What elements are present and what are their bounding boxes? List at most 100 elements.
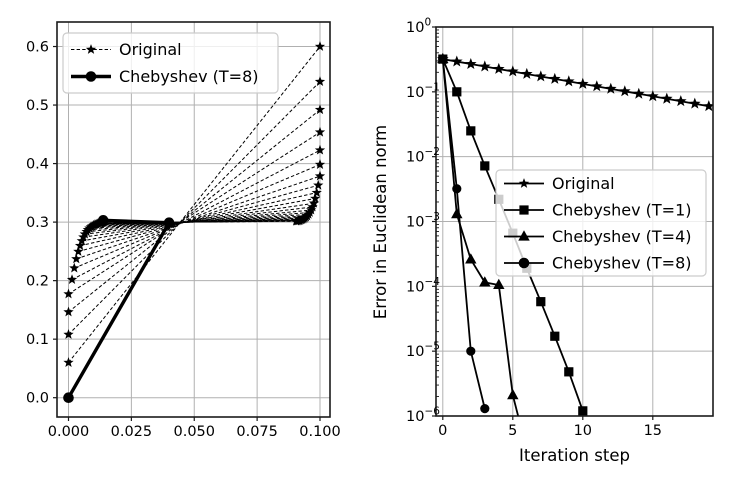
fan-segment xyxy=(76,175,321,260)
legend-entry: Chebyshev (T=1) xyxy=(504,201,692,220)
legend-entry: Chebyshev (T=8) xyxy=(71,67,259,86)
legend-label: Original xyxy=(552,174,615,193)
star-marker xyxy=(308,197,320,208)
legend-box xyxy=(495,169,707,277)
legend-label: Chebyshev (T=8) xyxy=(552,254,692,273)
star-marker xyxy=(310,193,321,203)
star-marker xyxy=(479,60,491,72)
legend-entry: Chebyshev (T=8) xyxy=(504,254,692,273)
y-tick-label: 10−5 xyxy=(406,341,440,361)
y-tick-label: 100 xyxy=(406,17,431,37)
star-marker xyxy=(605,82,617,94)
y-tick-label: 0.4 xyxy=(26,157,49,173)
legend-entry: Original xyxy=(504,174,615,193)
series-area xyxy=(63,41,326,404)
axes-frame xyxy=(56,21,331,418)
star-marker xyxy=(549,72,561,84)
series-line xyxy=(441,58,486,409)
ticks: 0.000 0.025 0.050 0.075 0.100 0.0 0.1 0.2 0.3 0.4… xyxy=(26,40,341,440)
y-tick-label: 0.3 xyxy=(26,215,49,231)
chebyshev-t8-series xyxy=(63,215,175,404)
fan-segment xyxy=(68,109,321,313)
triangle-marker xyxy=(479,276,491,287)
legend-label: Chebyshev (T=1) xyxy=(552,201,692,220)
star-marker xyxy=(465,57,477,69)
x-tick-label: 10 xyxy=(574,423,592,439)
legend-entry: Chebyshev (T=4) xyxy=(504,227,692,246)
star-marker xyxy=(647,90,659,102)
y-tick-label: 0.0 xyxy=(26,391,49,407)
star-marker xyxy=(314,104,326,115)
circle-marker xyxy=(518,257,530,269)
circle-marker xyxy=(63,392,74,404)
triangle-marker xyxy=(518,230,530,241)
triangle-marker xyxy=(493,278,505,290)
y-tick-label: 10−1 xyxy=(406,81,440,101)
fan-segment xyxy=(71,149,321,281)
star-marker xyxy=(314,144,326,155)
x-tick-label: 0.000 xyxy=(48,424,90,440)
x-tick-label: 15 xyxy=(644,423,662,439)
star-marker xyxy=(591,80,603,92)
square-marker xyxy=(466,126,476,136)
square-marker xyxy=(578,406,588,416)
fan-segment xyxy=(78,184,319,253)
y-tick-label: 0.5 xyxy=(26,98,49,114)
star-marker xyxy=(563,75,575,87)
star-marker xyxy=(71,253,82,264)
fan-segment xyxy=(79,192,317,247)
star-marker xyxy=(675,95,687,107)
star-marker xyxy=(313,179,324,190)
legend-label: Chebyshev (T=8) xyxy=(119,67,259,86)
left-plot: 0.000 0.025 0.050 0.075 0.100 0.0 0.1 0.2 0.3 0.4… xyxy=(26,21,341,440)
y-tick-label: 0.2 xyxy=(26,274,49,290)
star-marker xyxy=(507,65,519,77)
star-marker xyxy=(314,159,326,169)
original-series xyxy=(437,52,713,112)
star-marker xyxy=(66,274,78,285)
star-marker xyxy=(63,306,74,317)
y-tick-label: 0.6 xyxy=(26,40,49,56)
fan-segment xyxy=(68,46,321,363)
x-tick-label: 0.100 xyxy=(299,424,341,440)
chebyshev-t-8--series xyxy=(438,54,490,414)
circle-marker xyxy=(163,217,175,228)
star-marker xyxy=(290,215,302,226)
circle-marker xyxy=(438,54,448,64)
fan-segment xyxy=(81,198,316,242)
star-marker xyxy=(69,262,80,273)
star-marker xyxy=(661,92,673,104)
triangle-marker xyxy=(465,253,477,264)
star-marker xyxy=(703,100,713,112)
star-marker xyxy=(63,288,74,299)
square-marker xyxy=(519,205,529,215)
fan-segment xyxy=(102,220,297,224)
fan-segment xyxy=(68,81,321,335)
right-plot: 0 5 10 15 100 10−1 10−2 10−3 10−4 10−5 10−6 Origina… xyxy=(406,17,714,440)
legend-entry: Original xyxy=(71,40,182,59)
square-marker xyxy=(480,161,490,171)
y-tick-label: 10−3 xyxy=(406,211,440,231)
square-marker xyxy=(452,87,462,97)
right-plot-ylabel: Error in Euclidean norm xyxy=(371,124,390,320)
star-marker xyxy=(314,170,326,181)
star-marker xyxy=(306,204,317,215)
star-marker xyxy=(63,357,74,367)
square-marker xyxy=(564,367,574,377)
star-marker xyxy=(521,67,533,79)
triangle-marker xyxy=(507,388,519,400)
star-marker xyxy=(314,76,326,87)
ticks: 0 5 10 15 100 10−1 10−2 10−3 10−4 10−5 10−6 xyxy=(406,17,662,440)
star-marker xyxy=(74,240,86,251)
x-tick-label: 0.025 xyxy=(111,424,153,440)
fan-segment xyxy=(87,211,310,231)
fan-segment xyxy=(94,218,304,226)
star-marker xyxy=(73,246,84,256)
star-marker xyxy=(314,41,326,51)
legend-label: Chebyshev (T=4) xyxy=(552,227,692,246)
star-marker xyxy=(303,208,314,219)
legend-label: Original xyxy=(119,40,182,59)
star-marker xyxy=(311,187,322,198)
star-marker xyxy=(85,44,97,54)
